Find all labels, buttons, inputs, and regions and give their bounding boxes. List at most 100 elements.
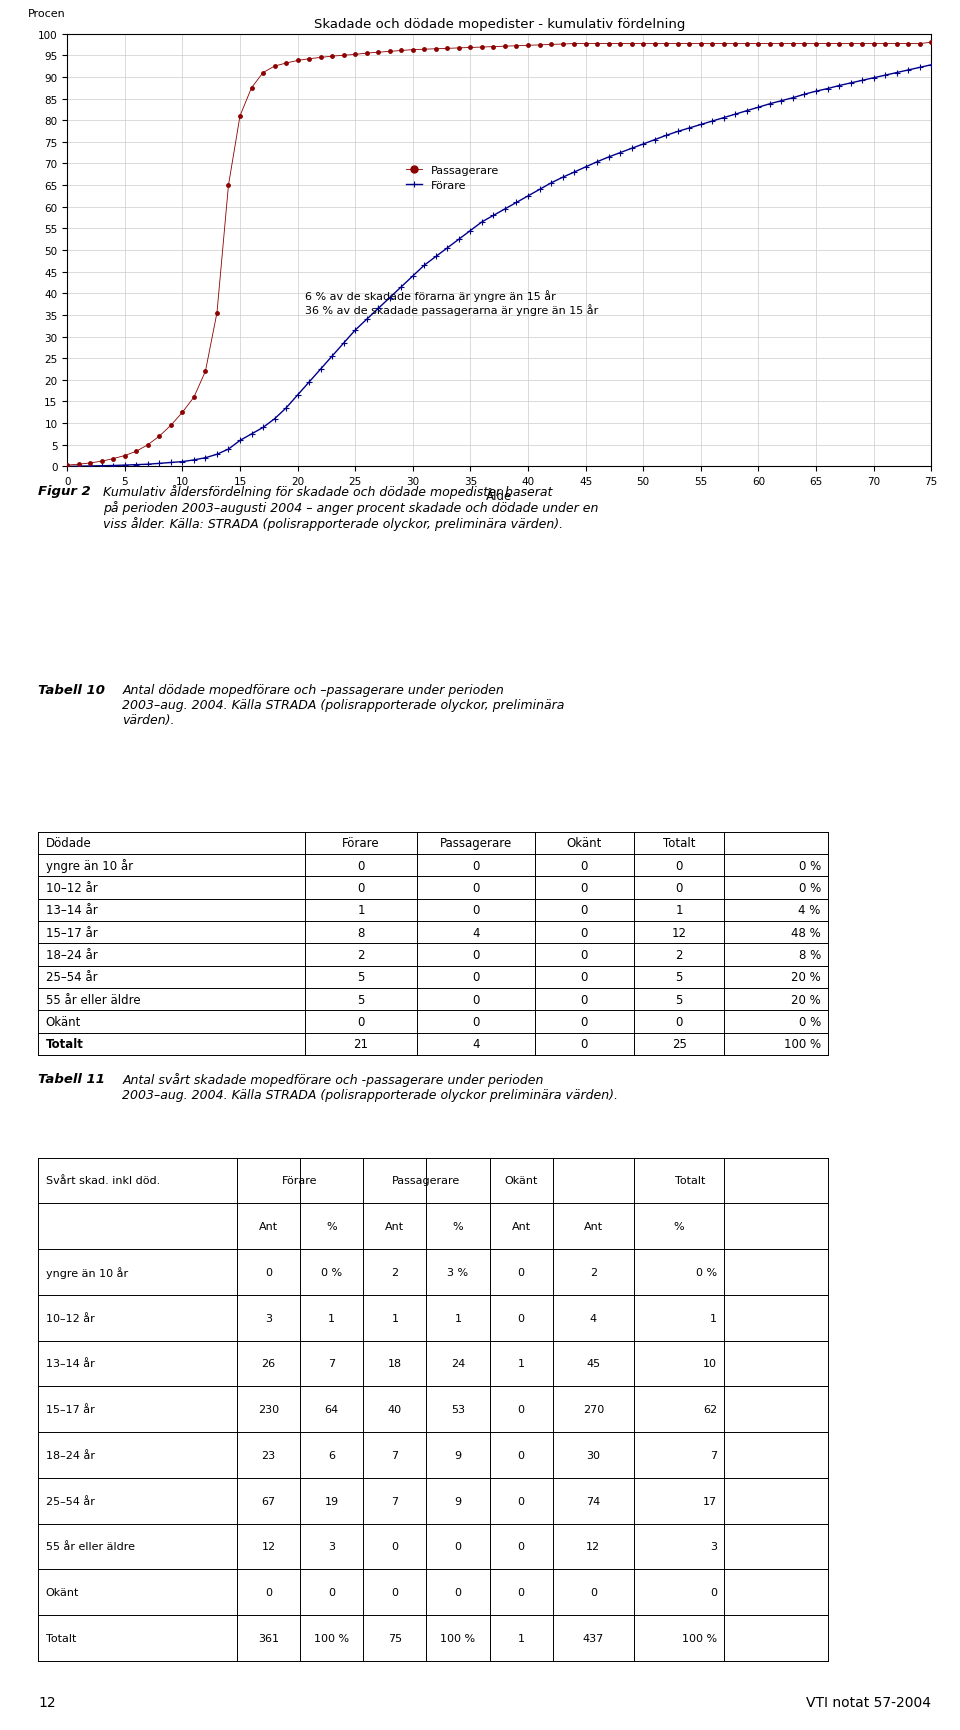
Text: 75: 75 [388,1633,402,1644]
Text: 40: 40 [388,1405,402,1415]
Text: 7: 7 [392,1496,398,1505]
Text: 25–54 år: 25–54 år [46,971,97,984]
Text: 0 %: 0 % [696,1266,717,1277]
Legend: Passagerare, Förare: Passagerare, Förare [401,161,504,195]
Title: Skadade och dödade mopedister - kumulativ fördelning: Skadade och dödade mopedister - kumulati… [314,17,684,31]
Text: Okänt: Okänt [46,1586,79,1597]
Text: Ant: Ant [259,1221,278,1232]
Text: 0: 0 [517,1266,525,1277]
Text: 3: 3 [265,1313,272,1323]
Text: 0: 0 [472,903,480,917]
Text: 62: 62 [703,1405,717,1415]
Text: Okänt: Okänt [46,1016,81,1028]
Text: 0 %: 0 % [799,1016,821,1028]
Text: 12: 12 [672,926,686,939]
Text: 1: 1 [357,903,365,917]
Text: 4: 4 [472,926,480,939]
Text: Totalt: Totalt [46,1038,84,1050]
Text: 2: 2 [357,948,365,962]
Text: Procen: Procen [29,9,66,19]
Text: 0: 0 [517,1450,525,1460]
Text: 0: 0 [472,993,480,1007]
Text: 30: 30 [587,1450,600,1460]
Text: 0: 0 [517,1313,525,1323]
Text: 4 %: 4 % [799,903,821,917]
Text: 55 år eller äldre: 55 år eller äldre [46,1541,134,1552]
Text: 0: 0 [472,860,480,872]
Text: 9: 9 [454,1496,462,1505]
Text: Passagerare: Passagerare [440,837,513,849]
Text: %: % [326,1221,337,1232]
Text: Okänt: Okänt [505,1176,538,1185]
Text: 5: 5 [676,971,683,984]
Text: 15–17 år: 15–17 år [46,1405,94,1415]
Text: 10: 10 [703,1358,717,1368]
Text: 2: 2 [589,1266,597,1277]
Text: 8 %: 8 % [799,948,821,962]
Text: 1: 1 [392,1313,398,1323]
Text: 7: 7 [328,1358,335,1368]
Text: 0: 0 [517,1405,525,1415]
Text: 2: 2 [675,948,683,962]
Text: 0: 0 [472,948,480,962]
Text: 0 %: 0 % [799,881,821,894]
Text: 0: 0 [581,1038,588,1050]
Text: 0: 0 [392,1586,398,1597]
Text: 0: 0 [581,971,588,984]
Text: 23: 23 [261,1450,276,1460]
Text: Tabell 11: Tabell 11 [38,1073,106,1086]
Text: 0: 0 [517,1586,525,1597]
Text: 24: 24 [451,1358,466,1368]
Text: 230: 230 [258,1405,279,1415]
Text: 0: 0 [710,1586,717,1597]
Text: 0 %: 0 % [799,860,821,872]
Text: 25: 25 [672,1038,686,1050]
Text: %: % [453,1221,464,1232]
Text: Svårt skad. inkl död.: Svårt skad. inkl död. [46,1176,160,1185]
Text: 0: 0 [581,881,588,894]
Text: 4: 4 [589,1313,597,1323]
Text: 53: 53 [451,1405,465,1415]
Text: 13–14 år: 13–14 år [46,903,97,917]
Text: 0: 0 [357,1016,365,1028]
Text: 0 %: 0 % [321,1266,343,1277]
Text: Ant: Ant [385,1221,404,1232]
Text: 2: 2 [392,1266,398,1277]
Text: 270: 270 [583,1405,604,1415]
Text: 13–14 år: 13–14 år [46,1358,94,1368]
Text: 18–24 år: 18–24 år [46,1450,95,1460]
Text: 3: 3 [710,1541,717,1552]
Text: 1: 1 [675,903,683,917]
Text: 5: 5 [357,993,365,1007]
Text: 0: 0 [581,903,588,917]
Text: 0: 0 [265,1266,272,1277]
Text: 0: 0 [676,881,683,894]
Text: 0: 0 [676,1016,683,1028]
Text: 0: 0 [517,1541,525,1552]
X-axis label: Ålde: Ålde [486,490,513,503]
Text: 0: 0 [472,1016,480,1028]
Text: 10–12 år: 10–12 år [46,1313,94,1323]
Text: Antal dödade mopedförare och –passagerare under perioden
2003–aug. 2004. Källa S: Antal dödade mopedförare och –passagerar… [122,683,564,727]
Text: 7: 7 [709,1450,717,1460]
Text: 74: 74 [587,1496,601,1505]
Text: 25–54 år: 25–54 år [46,1496,94,1505]
Text: Tabell 10: Tabell 10 [38,683,106,697]
Text: 0: 0 [392,1541,398,1552]
Text: 7: 7 [392,1450,398,1460]
Text: 12: 12 [38,1695,56,1709]
Text: 12: 12 [587,1541,600,1552]
Text: 1: 1 [454,1313,462,1323]
Text: 1: 1 [710,1313,717,1323]
Text: Ant: Ant [584,1221,603,1232]
Text: yngre än 10 år: yngre än 10 år [46,858,132,872]
Text: Förare: Förare [342,837,380,849]
Text: Förare: Förare [282,1176,318,1185]
Text: Totalt: Totalt [46,1633,76,1644]
Text: 0: 0 [581,993,588,1007]
Text: 18–24 år: 18–24 år [46,948,97,962]
Text: 15–17 år: 15–17 år [46,926,97,939]
Text: 437: 437 [583,1633,604,1644]
Text: yngre än 10 år: yngre än 10 år [46,1266,128,1278]
Text: Figur 2: Figur 2 [38,484,91,498]
